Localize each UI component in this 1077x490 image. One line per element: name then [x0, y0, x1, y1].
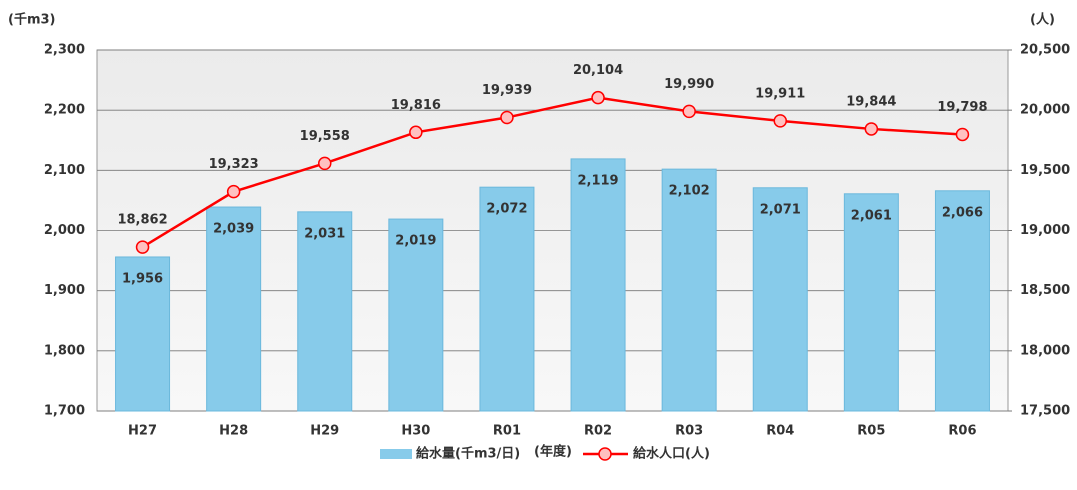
- y2-tick-label: 17,500: [1020, 404, 1070, 419]
- line-value-label: 19,911: [755, 86, 805, 101]
- bar-value-label: 2,039: [213, 222, 254, 237]
- x-tick-label: R04: [766, 424, 794, 439]
- y-tick-label: 2,200: [44, 103, 85, 118]
- y2-tick-label: 19,000: [1020, 223, 1070, 238]
- x-axis-label: (年度): [534, 444, 572, 460]
- bar: [206, 206, 262, 412]
- x-tick-label: R01: [493, 424, 521, 439]
- x-tick-label: R02: [584, 424, 612, 439]
- line-marker: [226, 184, 241, 199]
- line-marker: [773, 114, 787, 128]
- line-marker: [955, 127, 970, 142]
- bar-value-label: 2,066: [942, 205, 983, 220]
- bar-value-label: 2,119: [577, 173, 618, 188]
- y2-tick-label: 20,500: [1020, 43, 1070, 58]
- x-tick-label: R03: [675, 424, 703, 439]
- line-value-label: 18,862: [117, 213, 167, 228]
- legend-marker: [598, 447, 612, 461]
- line-marker: [864, 122, 879, 136]
- bar: [388, 218, 444, 412]
- line-value-label: 19,816: [391, 98, 441, 113]
- x-tick-label: R05: [857, 424, 885, 439]
- x-tick-label: H29: [310, 424, 339, 439]
- line-marker: [409, 125, 423, 140]
- legend-label: 給水人口(人): [633, 446, 710, 462]
- y-tick-label: 2,100: [44, 163, 85, 178]
- bar: [115, 256, 171, 412]
- y2-tick-label: 18,500: [1020, 283, 1070, 298]
- y-tick-label: 2,000: [44, 223, 85, 238]
- line-marker: [591, 90, 605, 105]
- bar-value-label: 2,031: [304, 226, 345, 241]
- bar: [661, 168, 717, 412]
- bar: [297, 211, 353, 412]
- line-marker: [135, 240, 150, 254]
- bar: [570, 158, 626, 412]
- y-tick-label: 1,800: [44, 343, 85, 358]
- legend-swatch: [380, 449, 412, 459]
- line-value-label: 19,323: [209, 157, 259, 172]
- legend-label: 給水量(千m3/日): [416, 446, 520, 462]
- bar: [479, 186, 535, 412]
- line-marker: [682, 104, 696, 119]
- bar-value-label: 2,072: [486, 202, 527, 217]
- line: [141, 96, 963, 249]
- x-tick-label: H27: [128, 424, 157, 439]
- bar-value-label: 2,019: [395, 234, 436, 249]
- y2-tick-label: 18,000: [1020, 343, 1070, 358]
- y-tick-label: 2,300: [44, 43, 85, 58]
- y2-tick-label: 20,000: [1020, 103, 1070, 118]
- bar-value-label: 2,071: [760, 202, 801, 217]
- line-marker: [318, 156, 332, 171]
- x-tick-label: H30: [401, 424, 430, 439]
- bar-value-label: 1,956: [122, 271, 163, 286]
- bar: [934, 190, 990, 412]
- y2-axis-label: (人): [1030, 12, 1055, 28]
- line-marker: [500, 110, 514, 125]
- line-value-label: 19,844: [846, 94, 896, 109]
- bar: [843, 193, 899, 412]
- line-value-label: 20,104: [573, 63, 623, 78]
- x-tick-label: R06: [948, 424, 976, 439]
- y-tick-label: 1,900: [44, 283, 85, 298]
- line-value-label: 19,939: [482, 83, 532, 98]
- bar-value-label: 2,102: [669, 184, 710, 199]
- bar-value-label: 2,061: [851, 208, 892, 223]
- y-tick-label: 1,700: [44, 404, 85, 419]
- y2-tick-label: 19,500: [1020, 163, 1070, 178]
- line-value-label: 19,798: [937, 100, 987, 115]
- bar: [752, 187, 808, 412]
- y-axis-label: (千m3): [8, 12, 55, 28]
- x-tick-label: H28: [219, 424, 248, 439]
- line-value-label: 19,558: [300, 129, 350, 144]
- line-value-label: 19,990: [664, 77, 714, 92]
